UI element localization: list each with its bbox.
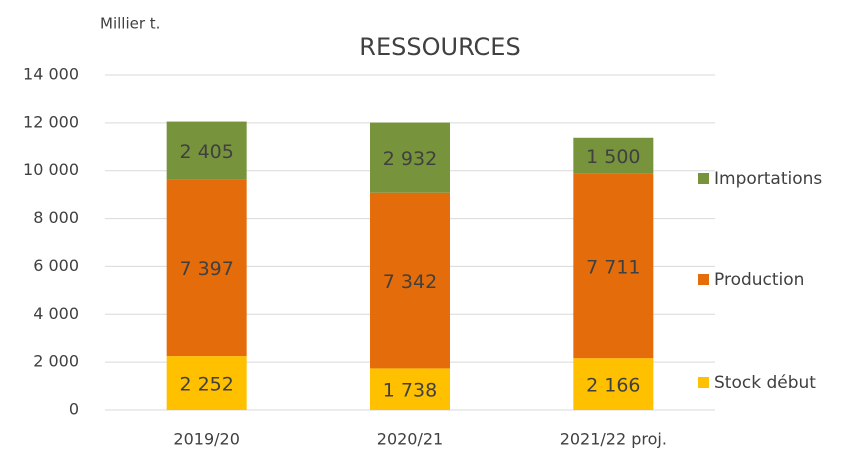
legend-label: Production (714, 270, 804, 290)
data-label: 2 932 (383, 148, 437, 170)
data-label: 2 166 (586, 375, 640, 397)
y-tick-label: 4 000 (33, 304, 79, 323)
y-tick-label: 0 (69, 400, 79, 419)
y-tick-label: 14 000 (23, 65, 79, 84)
data-label: 2 252 (179, 374, 233, 396)
x-tick-label: 2021/22 proj. (560, 430, 667, 449)
bar-segment (370, 368, 450, 410)
y-tick-label: 10 000 (23, 160, 79, 179)
data-label: 7 397 (179, 258, 233, 280)
bar-segment (573, 173, 654, 359)
y-tick-label: 8 000 (33, 208, 79, 227)
legend-swatch (698, 377, 709, 388)
data-label: 1 738 (383, 380, 437, 402)
bar-segment (166, 179, 247, 357)
x-tick-label: 2020/21 (377, 430, 443, 449)
legend-label: Importations (714, 169, 822, 189)
chart-title: RESSOURCES (359, 33, 520, 61)
bar-segment (370, 122, 450, 193)
data-label: 2 405 (179, 141, 233, 163)
bar-segment (166, 121, 247, 180)
y-axis-label: Millier t. (100, 15, 160, 33)
y-tick-label: 12 000 (23, 112, 79, 131)
y-tick-label: 2 000 (33, 352, 79, 371)
data-label: 1 500 (586, 146, 640, 168)
legend-swatch (698, 173, 709, 184)
bar-segment (573, 137, 654, 174)
bar-segment (370, 192, 450, 369)
data-label: 7 711 (586, 256, 640, 278)
legend-swatch (698, 274, 709, 285)
y-tick-label: 6 000 (33, 256, 79, 275)
bar-segment (166, 356, 247, 410)
bar-segment (573, 358, 654, 410)
data-label: 7 342 (383, 271, 437, 293)
legend-label: Stock début (714, 373, 816, 393)
x-tick-label: 2019/20 (173, 430, 239, 449)
